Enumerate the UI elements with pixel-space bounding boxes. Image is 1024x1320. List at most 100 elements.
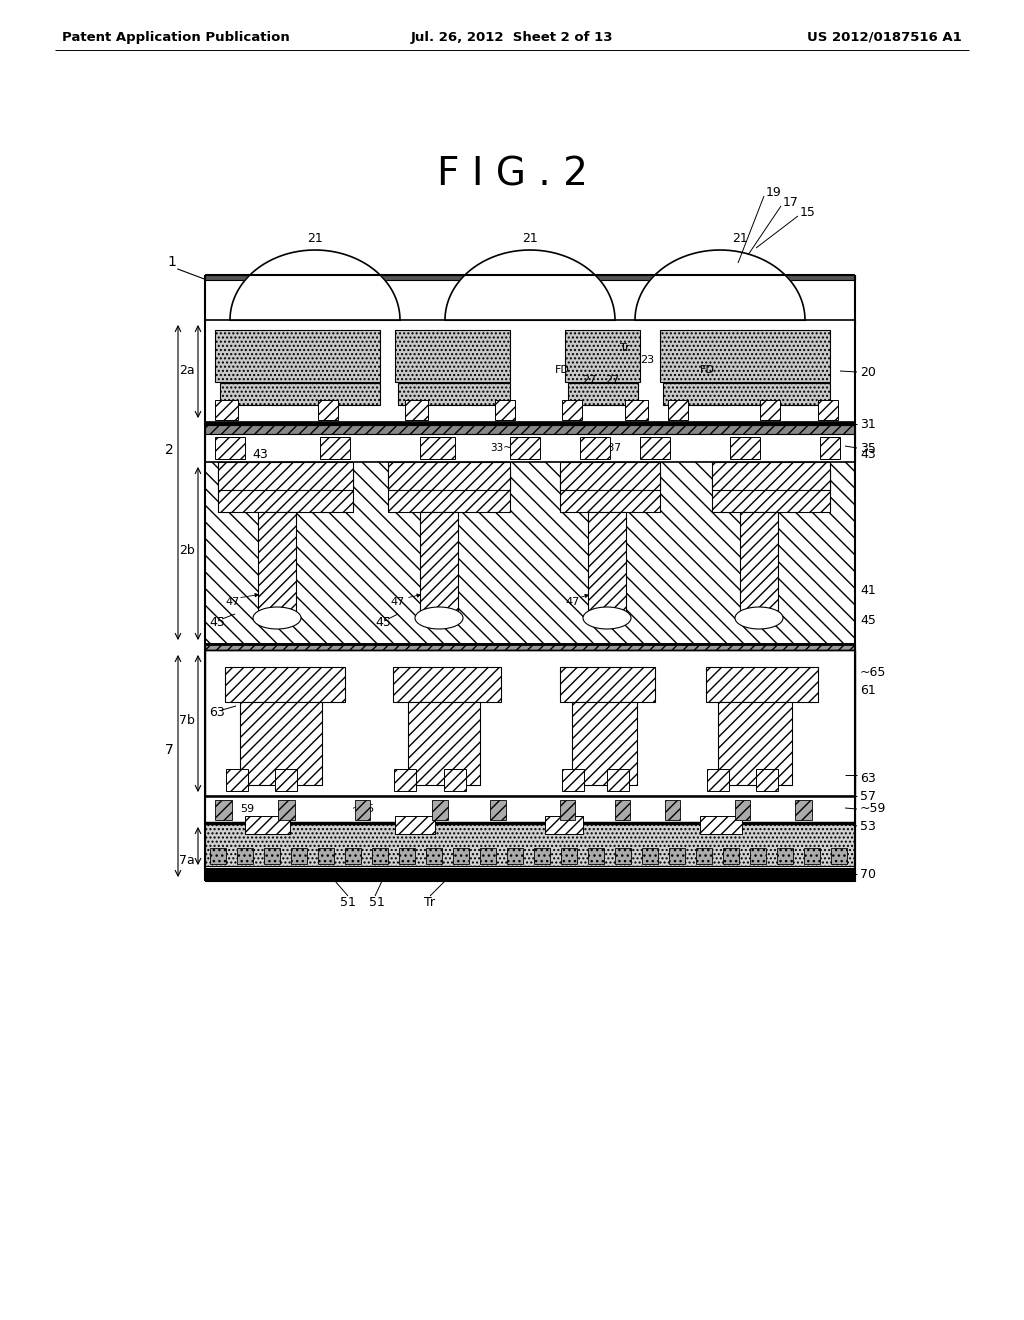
Bar <box>215 437 245 459</box>
Text: 33~: 33~ <box>490 444 512 453</box>
Text: 67: 67 <box>728 774 742 783</box>
Text: 57: 57 <box>860 789 876 803</box>
Text: TG: TG <box>736 444 751 453</box>
Text: 43: 43 <box>425 447 440 461</box>
Bar <box>750 847 766 865</box>
Text: 67: 67 <box>415 774 429 783</box>
Text: 2b: 2b <box>179 544 195 557</box>
Bar <box>215 400 238 420</box>
Text: ~65: ~65 <box>438 677 461 686</box>
Bar <box>225 667 345 702</box>
Text: TG: TG <box>425 444 439 453</box>
Bar <box>355 800 370 820</box>
Bar <box>205 434 855 462</box>
Text: Tr: Tr <box>425 895 435 908</box>
Bar <box>718 702 792 785</box>
Text: FD: FD <box>555 366 570 375</box>
Bar <box>395 816 435 834</box>
Bar <box>393 667 501 702</box>
Bar <box>562 770 584 791</box>
Text: 41: 41 <box>860 583 876 597</box>
Bar <box>534 847 550 865</box>
Bar <box>278 800 295 820</box>
Text: 7b: 7b <box>179 714 195 726</box>
Bar <box>220 383 380 405</box>
Text: ~59: ~59 <box>860 803 887 816</box>
Text: 43: 43 <box>252 447 267 461</box>
Bar <box>696 847 712 865</box>
Bar <box>205 319 855 325</box>
Text: Patent Application Publication: Patent Application Publication <box>62 30 290 44</box>
Text: 63: 63 <box>209 705 224 718</box>
Bar <box>372 847 388 865</box>
Bar <box>453 847 469 865</box>
Bar <box>210 847 226 865</box>
Bar <box>723 847 739 865</box>
Text: 19: 19 <box>766 186 781 199</box>
Ellipse shape <box>415 607 463 630</box>
Bar <box>444 770 466 791</box>
Bar <box>205 649 855 796</box>
Polygon shape <box>635 249 805 319</box>
Bar <box>215 330 380 381</box>
Bar <box>258 512 296 620</box>
Bar <box>318 400 338 420</box>
Bar <box>560 800 575 820</box>
Bar <box>432 800 449 820</box>
Text: 59: 59 <box>240 804 254 814</box>
Bar <box>625 400 648 420</box>
Text: 43: 43 <box>270 544 286 557</box>
Bar <box>588 847 604 865</box>
Text: ~37: ~37 <box>600 444 622 453</box>
Text: 43: 43 <box>590 447 606 461</box>
Text: 25: 25 <box>650 444 664 453</box>
Text: 20: 20 <box>860 366 876 379</box>
Text: 43: 43 <box>742 447 758 461</box>
Text: 63: 63 <box>860 771 876 784</box>
Bar <box>700 816 742 834</box>
Bar <box>507 847 523 865</box>
Text: 21: 21 <box>522 231 538 244</box>
Bar <box>730 437 760 459</box>
Bar <box>561 847 577 865</box>
Bar <box>205 462 855 644</box>
Bar <box>804 847 820 865</box>
Text: Tr: Tr <box>620 343 630 352</box>
Bar <box>712 470 830 512</box>
Bar <box>406 400 428 420</box>
Bar <box>205 275 855 280</box>
Bar <box>319 437 350 459</box>
Bar <box>707 770 729 791</box>
Ellipse shape <box>735 607 783 630</box>
Bar <box>495 400 515 420</box>
Bar <box>205 796 855 822</box>
Bar <box>399 847 415 865</box>
Text: Jul. 26, 2012  Sheet 2 of 13: Jul. 26, 2012 Sheet 2 of 13 <box>411 30 613 44</box>
Bar <box>615 847 631 865</box>
Text: 47: 47 <box>565 597 580 607</box>
Bar <box>740 512 778 620</box>
Text: 2: 2 <box>165 444 174 457</box>
Bar <box>660 330 830 381</box>
Bar <box>345 847 361 865</box>
Bar <box>735 800 750 820</box>
Bar <box>218 462 353 490</box>
Bar <box>831 847 847 865</box>
Bar <box>388 462 510 490</box>
Bar <box>818 400 838 420</box>
Text: 17: 17 <box>783 197 799 210</box>
Text: 43: 43 <box>438 544 454 557</box>
Bar <box>706 667 818 702</box>
Bar <box>205 822 855 866</box>
Text: ~55: ~55 <box>352 804 375 814</box>
Text: 15: 15 <box>800 206 816 219</box>
Bar <box>480 847 496 865</box>
Bar <box>205 644 855 649</box>
Bar <box>205 796 855 804</box>
Bar <box>318 847 334 865</box>
Text: 21: 21 <box>732 231 748 244</box>
Text: 21: 21 <box>307 231 323 244</box>
Bar <box>388 470 510 512</box>
Bar <box>756 770 778 791</box>
Bar <box>565 330 640 381</box>
